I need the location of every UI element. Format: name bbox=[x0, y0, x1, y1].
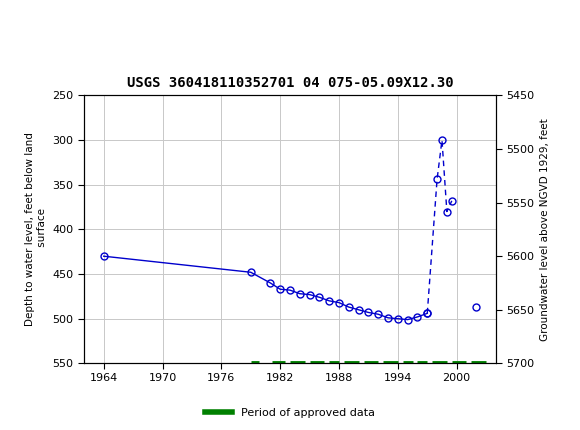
Legend: Period of approved data: Period of approved data bbox=[200, 403, 380, 422]
Title: USGS 360418110352701 04 075-05.09X12.30: USGS 360418110352701 04 075-05.09X12.30 bbox=[126, 76, 454, 90]
Y-axis label: Groundwater level above NGVD 1929, feet: Groundwater level above NGVD 1929, feet bbox=[540, 118, 550, 341]
Y-axis label: Depth to water level, feet below land
 surface: Depth to water level, feet below land su… bbox=[26, 132, 47, 326]
Text: USGS: USGS bbox=[38, 11, 93, 29]
